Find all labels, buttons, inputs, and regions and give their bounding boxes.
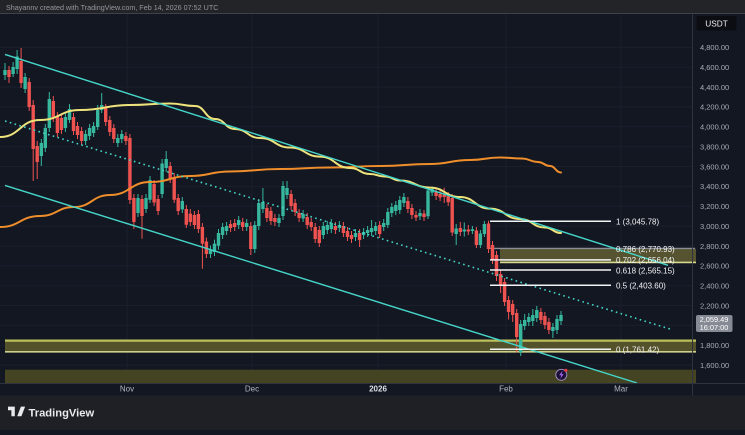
svg-text:3,200.00: 3,200.00: [700, 202, 729, 211]
svg-text:0.786 (2,770.93): 0.786 (2,770.93): [616, 245, 675, 254]
svg-text:2,059.49: 2,059.49: [700, 315, 729, 324]
svg-text:4,600.00: 4,600.00: [700, 63, 729, 72]
svg-text:Mar: Mar: [614, 385, 628, 394]
svg-text:1 (3,045.78): 1 (3,045.78): [616, 218, 659, 227]
svg-text:TradingView: TradingView: [29, 407, 95, 419]
svg-text:16:07:00: 16:07:00: [700, 323, 729, 332]
svg-text:2,400.00: 2,400.00: [700, 282, 729, 291]
svg-text:1,800.00: 1,800.00: [700, 341, 729, 350]
svg-text:1,600.00: 1,600.00: [700, 361, 729, 370]
svg-text:3,000.00: 3,000.00: [700, 222, 729, 231]
svg-text:2,600.00: 2,600.00: [700, 262, 729, 271]
svg-text:2,800.00: 2,800.00: [700, 242, 729, 251]
svg-text:4,000.00: 4,000.00: [700, 123, 729, 132]
svg-text:Nov: Nov: [120, 385, 134, 394]
svg-text:2,200.00: 2,200.00: [700, 301, 729, 310]
svg-text:4,800.00: 4,800.00: [700, 43, 729, 52]
svg-text:Dec: Dec: [245, 385, 259, 394]
svg-text:4,200.00: 4,200.00: [700, 103, 729, 112]
svg-text:0.618 (2,565.15): 0.618 (2,565.15): [616, 266, 675, 275]
svg-text:4,400.00: 4,400.00: [700, 83, 729, 92]
svg-text:0.702 (2,656.04): 0.702 (2,656.04): [616, 256, 675, 265]
svg-text:2026: 2026: [369, 385, 387, 394]
svg-text:3,400.00: 3,400.00: [700, 182, 729, 191]
svg-text:0.5 (2,403.60): 0.5 (2,403.60): [616, 282, 666, 291]
svg-text:Shayannv created with TradingV: Shayannv created with TradingView.com, F…: [6, 3, 218, 12]
svg-text:USDT: USDT: [705, 18, 728, 28]
svg-text:0 (1,761.42): 0 (1,761.42): [616, 346, 659, 355]
svg-text:3,600.00: 3,600.00: [700, 162, 729, 171]
svg-text:Feb: Feb: [499, 385, 513, 394]
svg-text:3,800.00: 3,800.00: [700, 143, 729, 152]
